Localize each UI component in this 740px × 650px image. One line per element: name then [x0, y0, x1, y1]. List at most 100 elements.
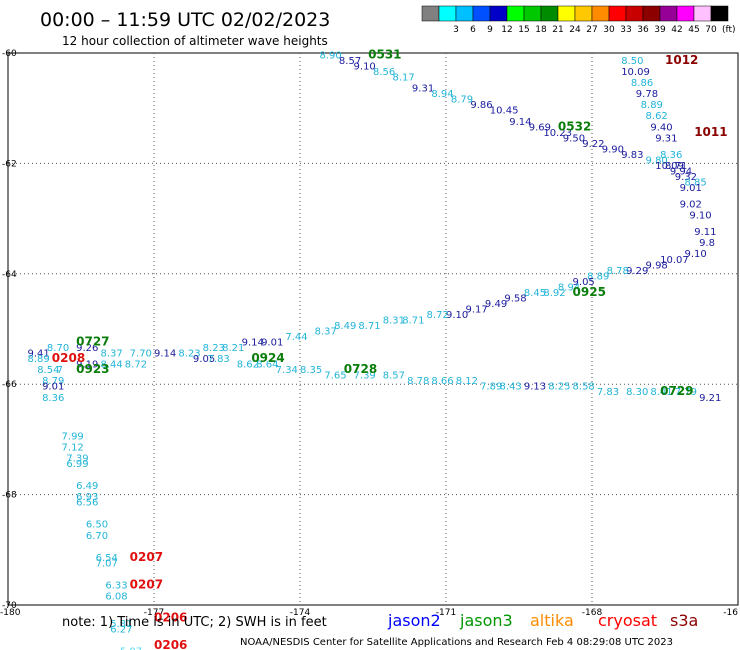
wave-height-value: 8.71 — [665, 161, 687, 172]
wave-height-value: 8.56 — [373, 67, 395, 78]
y-tick-label: -68 — [2, 491, 17, 501]
wave-height-value: 6.93 — [76, 492, 98, 503]
colorbar-tick-label: 36 — [637, 25, 649, 35]
wave-height-value: 10.09 — [655, 161, 684, 172]
wave-height-value: 9.01 — [680, 183, 702, 194]
chart-title: 00:00 – 11:59 UTC 02/02/2023 — [40, 9, 330, 31]
plot-area: -60-62-64-66-68-70 -180 -177 -174 -171 -168-… — [0, 48, 739, 650]
pass-time-label: 0531 — [368, 48, 401, 62]
colorbar-swatch — [438, 5, 457, 22]
satellite-legend: jason2 jason3 altika cryosat s3a — [387, 611, 698, 630]
x-tick-label: -180 — [0, 608, 21, 618]
wave-height-value: 9.05 — [193, 354, 215, 365]
colorbar-tick-label: 15 — [518, 25, 529, 35]
wave-height-value: 9.94 — [670, 166, 692, 177]
wave-height-value: 8.90 — [319, 51, 341, 62]
x-tick-label: -174 — [290, 608, 311, 618]
wave-height-value: 9.98 — [646, 260, 668, 271]
y-tick-label: -66 — [2, 380, 17, 390]
wave-height-value: 8.72 — [125, 360, 147, 371]
colorbar-swatch — [574, 5, 593, 22]
colorbar-swatch — [659, 5, 678, 22]
wave-height-value: 9.58 — [504, 293, 526, 304]
colorbar-swatch — [421, 5, 440, 22]
wave-height-value: 10.45 — [490, 106, 519, 117]
wave-height-value: 10.09 — [621, 67, 650, 78]
wave-height-value: 8.86 — [631, 78, 653, 89]
wave-height-value: 8.89 — [27, 354, 49, 365]
x-tick-label: -177 — [144, 608, 164, 618]
color-scale-legend: 3 6 9 12 15 18 21 24 27 30 33 36 39 42 45 70 (ft) — [421, 5, 736, 35]
wave-height-value: 5.81 — [110, 619, 132, 630]
colorbar-tick-label: 18 — [535, 25, 547, 35]
colorbar-swatch — [608, 5, 627, 22]
wave-height-value: 8.58 — [573, 382, 595, 393]
pass-time-label: 0206 — [154, 638, 187, 650]
y-tick-label: -64 — [2, 270, 17, 280]
wave-height-value: 8.79 — [42, 376, 64, 387]
pass-time-label: 0206 — [154, 611, 187, 625]
wave-height-value: 8.49 — [334, 321, 356, 332]
wave-height-value: 8.89 — [641, 100, 663, 111]
wave-height-value: 7.39 — [66, 453, 88, 464]
wave-height-value: 8.30 — [626, 387, 648, 398]
wave-height-value: 9.21 — [699, 393, 721, 404]
satellite-legend-cryosat: cryosat — [598, 611, 657, 630]
colorbar-tick-label: 9 — [487, 25, 493, 35]
wave-height-value: 8.44 — [100, 360, 122, 371]
wave-height-value: 9.22 — [582, 139, 604, 150]
colorbar-swatch — [540, 5, 559, 22]
colorbar-swatch — [625, 5, 644, 22]
y-axis-ticks: -60 -62 -64 -66 -68 -70 — [2, 49, 17, 611]
colorbar-swatch — [642, 5, 661, 22]
wave-height-points: 8.908.579.108.568.179.318.948.799.8610.4… — [27, 51, 721, 650]
colorbar-swatch — [676, 5, 695, 22]
wave-height-value: 9.14 — [154, 349, 176, 360]
wave-height-value: 8.36 — [42, 393, 64, 404]
wave-height-value: 9.8 — [699, 238, 715, 249]
satellite-legend-s3a: s3a — [670, 611, 698, 630]
colorbar-swatch — [591, 5, 610, 22]
wave-height-value: 8.62 — [646, 111, 668, 122]
pass-time-label: 0925 — [573, 285, 606, 299]
wave-height-value: 7.39 — [354, 371, 376, 382]
wave-height-value: 7.83 — [597, 387, 619, 398]
wave-height-value: 9.17 — [465, 304, 487, 315]
wave-height-value: 8.23 — [203, 343, 225, 354]
wave-height-value: 9.83 — [621, 150, 643, 161]
satellite-legend-altika: altika — [530, 611, 574, 630]
colorbar-swatch — [693, 5, 712, 22]
wave-height-value: 8.36 — [660, 150, 682, 161]
wave-height-value: 6.50 — [86, 520, 108, 531]
satellite-legend-jason3: jason3 — [459, 611, 513, 630]
wave-height-value: 9.10 — [684, 249, 706, 260]
wave-height-value: 9.49 — [485, 299, 507, 310]
y-tick-label: -60 — [2, 49, 17, 59]
wave-height-value: 9.29 — [626, 266, 648, 277]
wave-height-value: 9.41 — [27, 349, 49, 360]
colorbar-swatch — [455, 5, 474, 22]
colorbar-tick-label: 27 — [586, 25, 597, 35]
x-axis-ticks: -180 -177 -174 -171 -168 -16 — [0, 608, 738, 618]
pass-time-label: 0923 — [76, 362, 109, 376]
wave-height-value: 8.89 — [587, 271, 609, 282]
wave-height-value: 8.43 — [500, 382, 522, 393]
wave-height-value: 8.85 — [684, 177, 706, 188]
wave-height-value: 8.12 — [456, 376, 478, 387]
wave-height-value: 6.99 — [66, 459, 88, 470]
wave-height-value: 8.41 — [650, 387, 672, 398]
satellite-legend-jason2: jason2 — [387, 611, 441, 630]
pass-time-label: 0208 — [52, 351, 85, 365]
wave-height-value: 6.70 — [86, 531, 108, 542]
wave-height-value: 8.37 — [315, 327, 337, 338]
pass-time-label: 0207 — [130, 577, 163, 591]
wave-height-value: 9.01 — [42, 382, 64, 393]
wave-height-value: 9.86 — [470, 100, 492, 111]
colorbar-tick-label: 30 — [603, 25, 615, 35]
wave-height-value: 8.71 — [402, 315, 424, 326]
wave-height-value: 8.31 — [383, 315, 405, 326]
colorbar-swatch — [472, 5, 491, 22]
wave-height-value: 7.99 — [62, 431, 84, 442]
wave-height-value: 8.71 — [358, 321, 380, 332]
